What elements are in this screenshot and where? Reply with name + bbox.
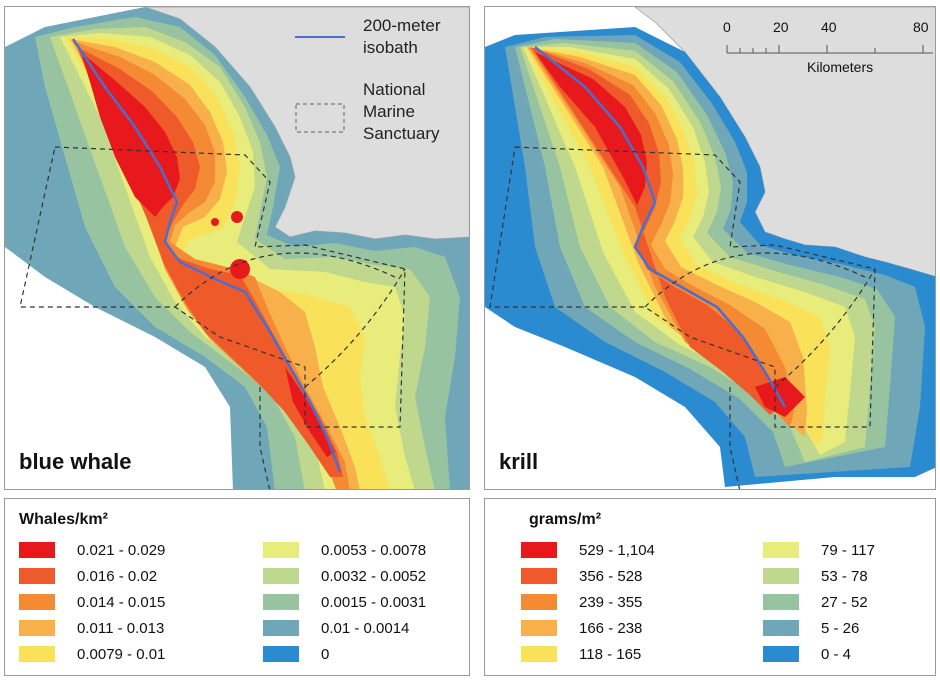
legend-item: 0.014 - 0.015	[19, 589, 165, 615]
legend-swatch	[263, 646, 299, 662]
scale-tick-0: 0	[723, 19, 731, 35]
krill-legend-col-1: 529 - 1,104 356 - 528 239 - 355 166 - 23…	[521, 537, 655, 667]
sanctuary-legend-text: National Marine Sanctuary	[363, 79, 440, 145]
legend-item: 529 - 1,104	[521, 537, 655, 563]
whale-legend-col-1: 0.021 - 0.029 0.016 - 0.02 0.014 - 0.015…	[19, 537, 165, 667]
krill-map-graphic	[485, 7, 935, 489]
whale-density-legend: Whales/km² 0.021 - 0.029 0.016 - 0.02 0.…	[4, 498, 470, 676]
isobath-legend-text: 200-meter isobath	[363, 15, 440, 59]
legend-item: 0.0015 - 0.0031	[263, 589, 426, 615]
legend-item: 239 - 355	[521, 589, 655, 615]
legend-item: 0.0053 - 0.0078	[263, 537, 426, 563]
scale-tick-20: 20	[773, 19, 789, 35]
legend-swatch	[521, 594, 557, 610]
legend-swatch	[19, 594, 55, 610]
legend-item: 79 - 117	[763, 537, 875, 563]
legend-swatch	[763, 568, 799, 584]
blue-whale-map: 200-meter isobath National Marine Sanctu…	[4, 6, 470, 490]
isobath-line1: 200-meter	[363, 16, 441, 35]
legend-swatch	[521, 620, 557, 636]
legend-swatch	[763, 594, 799, 610]
legend-swatch	[763, 542, 799, 558]
legend-swatch	[263, 620, 299, 636]
sanctuary-line2: Marine	[363, 102, 415, 121]
legend-swatch	[263, 568, 299, 584]
legend-item: 53 - 78	[763, 563, 875, 589]
legend-item: 0.016 - 0.02	[19, 563, 165, 589]
legend-item: 0 - 4	[763, 641, 875, 667]
legend-swatch	[521, 542, 557, 558]
legend-item: 0.011 - 0.013	[19, 615, 165, 641]
whale-map-graphic	[5, 7, 469, 489]
isobath-line2: isobath	[363, 38, 418, 57]
krill-map: 0 20 40 80 Kilometers krill	[484, 6, 936, 490]
legend-item: 0	[263, 641, 426, 667]
legend-item: 27 - 52	[763, 589, 875, 615]
scale-tick-40: 40	[821, 19, 837, 35]
legend-item: 0.0079 - 0.01	[19, 641, 165, 667]
legend-item: 0.0032 - 0.0052	[263, 563, 426, 589]
legend-swatch	[19, 542, 55, 558]
scale-bar-graphic	[726, 45, 933, 54]
scale-tick-80: 80	[913, 19, 929, 35]
whale-legend-col-2: 0.0053 - 0.0078 0.0032 - 0.0052 0.0015 -…	[263, 537, 426, 667]
krill-map-label: krill	[499, 449, 539, 474]
legend-item: 5 - 26	[763, 615, 875, 641]
legend-swatch	[19, 620, 55, 636]
legend-swatch	[763, 620, 799, 636]
sanctuary-line3: Sanctuary	[363, 124, 440, 143]
legend-swatch	[763, 646, 799, 662]
legend-swatch	[19, 646, 55, 662]
krill-biomass-legend: grams/m² 529 - 1,104 356 - 528 239 - 355…	[484, 498, 936, 676]
legend-swatch	[19, 568, 55, 584]
legend-swatch	[521, 568, 557, 584]
scale-unit: Kilometers	[807, 59, 874, 75]
legend-swatch	[263, 594, 299, 610]
legend-item: 118 - 165	[521, 641, 655, 667]
scale-bar: 0 20 40 80 Kilometers	[715, 15, 935, 85]
legend-swatch	[521, 646, 557, 662]
krill-legend-col-2: 79 - 117 53 - 78 27 - 52 5 - 26 0 - 4	[763, 537, 875, 667]
sanctuary-line1: National	[363, 80, 426, 99]
whale-legend-title: Whales/km²	[19, 511, 108, 528]
legend-swatch	[263, 542, 299, 558]
legend-item: 166 - 238	[521, 615, 655, 641]
whale-map-label: blue whale	[19, 449, 132, 474]
legend-item: 0.021 - 0.029	[19, 537, 165, 563]
legend-item: 0.01 - 0.0014	[263, 615, 426, 641]
isobath-legend-line	[295, 36, 345, 38]
sanctuary-legend-box	[295, 103, 345, 133]
legend-item: 356 - 528	[521, 563, 655, 589]
krill-legend-title: grams/m²	[529, 511, 602, 528]
